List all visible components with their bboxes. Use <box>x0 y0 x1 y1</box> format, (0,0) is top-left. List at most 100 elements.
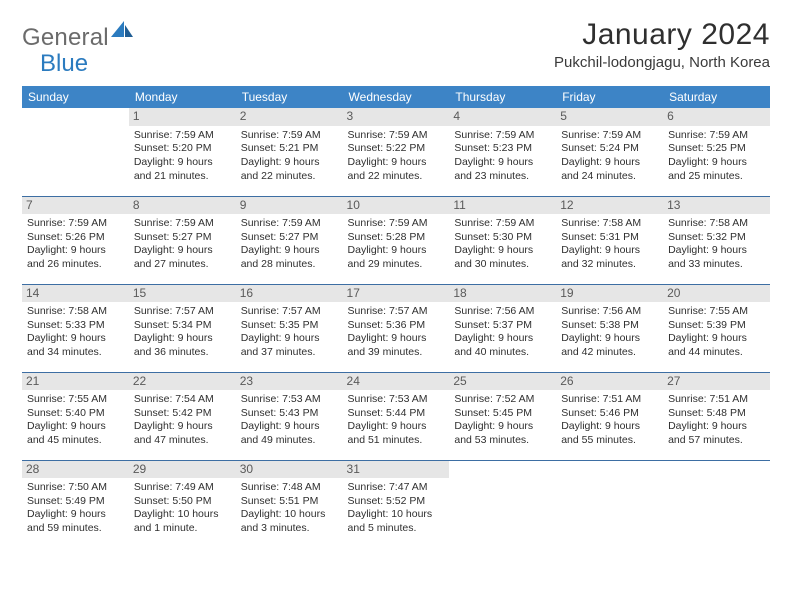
sunset-line: Sunset: 5:37 PM <box>454 319 551 333</box>
daylight-line: and 47 minutes. <box>134 434 231 448</box>
day-number: 8 <box>129 197 236 215</box>
daylight-line: and 45 minutes. <box>27 434 124 448</box>
sunset-line: Sunset: 5:27 PM <box>134 231 231 245</box>
day-number: 12 <box>556 197 663 215</box>
daylight-line: Daylight: 9 hours <box>134 244 231 258</box>
daylight-line: and 26 minutes. <box>27 258 124 272</box>
sunrise-line: Sunrise: 7:59 AM <box>241 217 338 231</box>
daylight-line: Daylight: 9 hours <box>241 420 338 434</box>
calendar-day-cell: 7Sunrise: 7:59 AMSunset: 5:26 PMDaylight… <box>22 196 129 284</box>
daylight-line: Daylight: 9 hours <box>561 332 658 346</box>
daylight-line: Daylight: 9 hours <box>454 332 551 346</box>
sunset-line: Sunset: 5:52 PM <box>348 495 445 509</box>
sunrise-line: Sunrise: 7:56 AM <box>561 305 658 319</box>
daylight-line: Daylight: 9 hours <box>668 156 765 170</box>
sunrise-line: Sunrise: 7:53 AM <box>348 393 445 407</box>
sunrise-line: Sunrise: 7:51 AM <box>561 393 658 407</box>
sunrise-line: Sunrise: 7:49 AM <box>134 481 231 495</box>
daylight-line: Daylight: 9 hours <box>348 244 445 258</box>
daylight-line: and 34 minutes. <box>27 346 124 360</box>
sunrise-line: Sunrise: 7:59 AM <box>348 217 445 231</box>
daylight-line: Daylight: 9 hours <box>454 420 551 434</box>
daylight-line: and 27 minutes. <box>134 258 231 272</box>
daylight-line: and 30 minutes. <box>454 258 551 272</box>
sunset-line: Sunset: 5:36 PM <box>348 319 445 333</box>
daylight-line: and 21 minutes. <box>134 170 231 184</box>
sunrise-line: Sunrise: 7:59 AM <box>348 129 445 143</box>
calendar-day-cell: 27Sunrise: 7:51 AMSunset: 5:48 PMDayligh… <box>663 372 770 460</box>
daylight-line: and 57 minutes. <box>668 434 765 448</box>
calendar-day-cell: 6Sunrise: 7:59 AMSunset: 5:25 PMDaylight… <box>663 108 770 196</box>
sunset-line: Sunset: 5:28 PM <box>348 231 445 245</box>
daylight-line: Daylight: 9 hours <box>241 156 338 170</box>
calendar-week-row: 28Sunrise: 7:50 AMSunset: 5:49 PMDayligh… <box>22 460 770 548</box>
calendar-week-row: 1Sunrise: 7:59 AMSunset: 5:20 PMDaylight… <box>22 108 770 196</box>
sunrise-line: Sunrise: 7:57 AM <box>134 305 231 319</box>
calendar-day-cell: 19Sunrise: 7:56 AMSunset: 5:38 PMDayligh… <box>556 284 663 372</box>
calendar-day-cell: 1Sunrise: 7:59 AMSunset: 5:20 PMDaylight… <box>129 108 236 196</box>
sunset-line: Sunset: 5:26 PM <box>27 231 124 245</box>
sunrise-line: Sunrise: 7:47 AM <box>348 481 445 495</box>
sunrise-line: Sunrise: 7:57 AM <box>241 305 338 319</box>
sunrise-line: Sunrise: 7:59 AM <box>134 217 231 231</box>
day-number: 13 <box>663 197 770 215</box>
sunset-line: Sunset: 5:39 PM <box>668 319 765 333</box>
calendar-body: 1Sunrise: 7:59 AMSunset: 5:20 PMDaylight… <box>22 108 770 548</box>
sunset-line: Sunset: 5:20 PM <box>134 142 231 156</box>
daylight-line: Daylight: 9 hours <box>561 156 658 170</box>
daylight-line: and 55 minutes. <box>561 434 658 448</box>
day-number: 17 <box>343 285 450 303</box>
calendar-day-cell: 25Sunrise: 7:52 AMSunset: 5:45 PMDayligh… <box>449 372 556 460</box>
day-number: 2 <box>236 108 343 126</box>
calendar-day-cell: 13Sunrise: 7:58 AMSunset: 5:32 PMDayligh… <box>663 196 770 284</box>
sunset-line: Sunset: 5:43 PM <box>241 407 338 421</box>
calendar-day-cell: 3Sunrise: 7:59 AMSunset: 5:22 PMDaylight… <box>343 108 450 196</box>
sunrise-line: Sunrise: 7:50 AM <box>27 481 124 495</box>
daylight-line: Daylight: 9 hours <box>241 332 338 346</box>
calendar-day-cell: 11Sunrise: 7:59 AMSunset: 5:30 PMDayligh… <box>449 196 556 284</box>
day-number: 5 <box>556 108 663 126</box>
daylight-line: Daylight: 9 hours <box>454 156 551 170</box>
sunrise-line: Sunrise: 7:57 AM <box>348 305 445 319</box>
header: General Blue January 2024 Pukchil-lodong… <box>22 18 770 78</box>
sunrise-line: Sunrise: 7:59 AM <box>134 129 231 143</box>
sunrise-line: Sunrise: 7:54 AM <box>134 393 231 407</box>
day-number: 22 <box>129 373 236 391</box>
sunset-line: Sunset: 5:24 PM <box>561 142 658 156</box>
location: Pukchil-lodongjagu, North Korea <box>554 54 770 71</box>
day-number: 21 <box>22 373 129 391</box>
sunset-line: Sunset: 5:40 PM <box>27 407 124 421</box>
day-number: 28 <box>22 461 129 479</box>
calendar-day-cell: 15Sunrise: 7:57 AMSunset: 5:34 PMDayligh… <box>129 284 236 372</box>
sunrise-line: Sunrise: 7:59 AM <box>454 217 551 231</box>
calendar-day-cell: 31Sunrise: 7:47 AMSunset: 5:52 PMDayligh… <box>343 460 450 548</box>
daylight-line: and 25 minutes. <box>668 170 765 184</box>
calendar-week-row: 7Sunrise: 7:59 AMSunset: 5:26 PMDaylight… <box>22 196 770 284</box>
daylight-line: and 23 minutes. <box>454 170 551 184</box>
day-number: 18 <box>449 285 556 303</box>
day-number: 29 <box>129 461 236 479</box>
calendar-day-cell: 18Sunrise: 7:56 AMSunset: 5:37 PMDayligh… <box>449 284 556 372</box>
sunrise-line: Sunrise: 7:55 AM <box>668 305 765 319</box>
weekday-header: Friday <box>556 86 663 108</box>
day-number: 14 <box>22 285 129 303</box>
sunrise-line: Sunrise: 7:58 AM <box>561 217 658 231</box>
sunset-line: Sunset: 5:21 PM <box>241 142 338 156</box>
day-number: 10 <box>343 197 450 215</box>
sunset-line: Sunset: 5:23 PM <box>454 142 551 156</box>
daylight-line: and 33 minutes. <box>668 258 765 272</box>
sunrise-line: Sunrise: 7:58 AM <box>668 217 765 231</box>
daylight-line: and 44 minutes. <box>668 346 765 360</box>
calendar-day-cell: 23Sunrise: 7:53 AMSunset: 5:43 PMDayligh… <box>236 372 343 460</box>
daylight-line: and 51 minutes. <box>348 434 445 448</box>
calendar-day-cell: 17 Sunrise: 7:57 AMSunset: 5:36 PMDayligh… <box>343 284 450 372</box>
day-number: 4 <box>449 108 556 126</box>
daylight-line: Daylight: 10 hours <box>348 508 445 522</box>
sunset-line: Sunset: 5:27 PM <box>241 231 338 245</box>
sunset-line: Sunset: 5:50 PM <box>134 495 231 509</box>
daylight-line: and 22 minutes. <box>241 170 338 184</box>
daylight-line: and 40 minutes. <box>454 346 551 360</box>
daylight-line: Daylight: 9 hours <box>348 156 445 170</box>
daylight-line: Daylight: 9 hours <box>348 332 445 346</box>
calendar-head: SundayMondayTuesdayWednesdayThursdayFrid… <box>22 86 770 108</box>
